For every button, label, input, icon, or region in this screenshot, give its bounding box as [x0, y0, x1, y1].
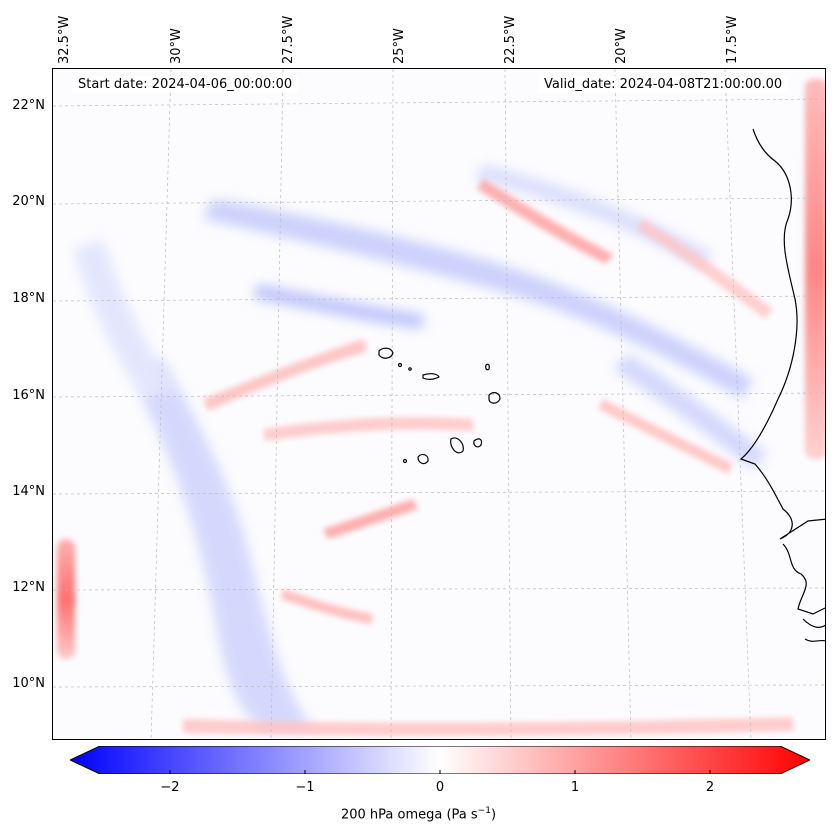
lon-label-32-5w: 32.5°W	[57, 15, 72, 64]
colorbar-tick-neg1: −1	[295, 780, 315, 795]
colorbar-tick-2: 2	[705, 780, 715, 795]
blue-band-west	[73, 239, 313, 729]
island-maio	[473, 438, 483, 448]
lat-label-10n: 10°N	[12, 676, 45, 691]
island-sao-vicente	[397, 362, 403, 368]
colorbar-gradient	[68, 745, 812, 775]
colorbar	[68, 745, 812, 775]
start-date-label: Start date: 2024-04-06_00:00:00	[72, 76, 299, 93]
africa-coastline	[739, 128, 825, 540]
valid-date-label: Valid_date: 2024-04-08T21:00:00.00	[538, 76, 789, 93]
island-sal	[485, 363, 490, 371]
colorbar-tick-0: 0	[435, 780, 445, 795]
lon-label-25w: 25°W	[392, 28, 407, 64]
island-brava	[402, 458, 408, 464]
lon-label-27-5w: 27.5°W	[281, 15, 296, 64]
blue-band-north	[203, 164, 768, 469]
lat-label-18n: 18°N	[12, 291, 45, 306]
edge-red	[57, 79, 825, 659]
colorbar-label: 200 hPa omega (Pa s−1)	[340, 806, 497, 823]
island-fogo	[417, 453, 429, 465]
red-streaks	[183, 179, 793, 736]
omega-map	[52, 68, 826, 740]
graticule	[53, 69, 825, 739]
lat-label-22n: 22°N	[12, 98, 45, 113]
colorbar-svg	[68, 745, 812, 775]
island-santo-antao	[378, 347, 394, 359]
island-sao-nicolau	[422, 373, 440, 380]
lon-label-17-5w: 17.5°W	[725, 15, 740, 64]
lat-label-16n: 16°N	[12, 388, 45, 403]
lon-label-30w: 30°W	[169, 28, 184, 64]
lon-label-22-5w: 22.5°W	[503, 15, 518, 64]
colorbar-tick-neg2: −2	[160, 780, 180, 795]
island-santiago	[450, 437, 464, 454]
island-santa-luzia	[408, 367, 412, 371]
cape-verde-islands	[378, 347, 501, 465]
island-boa-vista	[488, 392, 501, 404]
africa-coast-south	[782, 543, 825, 642]
lat-label-14n: 14°N	[12, 484, 45, 499]
omega-field	[53, 69, 825, 739]
colorbar-tick-1: 1	[570, 780, 580, 795]
lat-label-20n: 20°N	[12, 194, 45, 209]
lat-label-12n: 12°N	[12, 580, 45, 595]
lon-label-20w: 20°W	[614, 28, 629, 64]
